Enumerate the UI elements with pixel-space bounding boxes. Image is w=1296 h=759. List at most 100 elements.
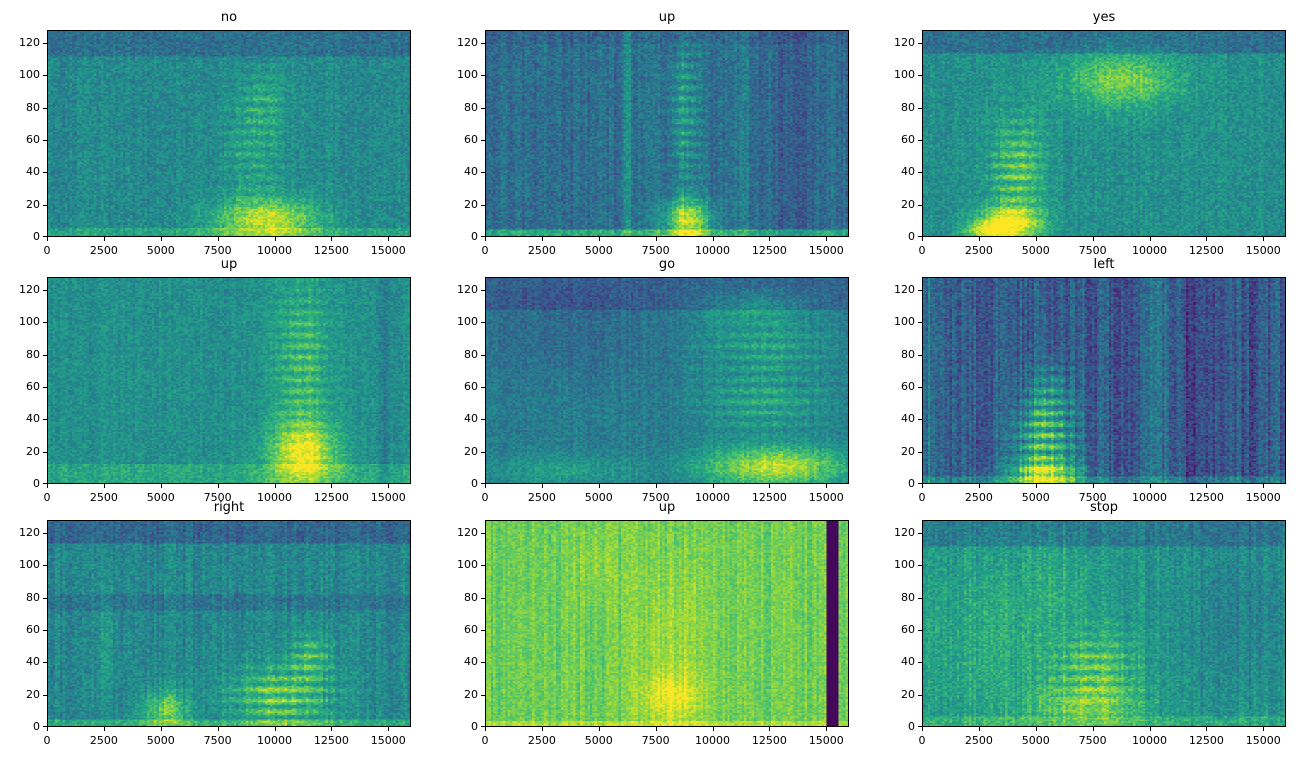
x-tick-mark <box>1149 484 1151 488</box>
y-tick-mark <box>43 629 47 631</box>
x-tick-mark <box>978 484 980 488</box>
x-tick-mark <box>274 727 276 731</box>
y-axis-tick-label: 20 <box>901 444 915 458</box>
x-tick-mark <box>922 727 923 731</box>
y-axis-tick-label: 20 <box>26 687 40 701</box>
subplot-title: stop <box>1089 500 1119 515</box>
x-axis-tick-label: 15000 <box>370 491 406 504</box>
spectrogram-canvas <box>48 31 410 236</box>
x-tick-mark <box>1206 727 1208 731</box>
subplot-title: left <box>1093 257 1115 272</box>
x-axis-tick-label: 10000 <box>257 734 292 747</box>
y-tick-mark <box>481 107 485 109</box>
y-tick-mark <box>43 354 47 356</box>
y-axis-tick-label: 60 <box>901 132 915 146</box>
axes-frame <box>922 277 1286 484</box>
y-tick-mark <box>43 532 47 534</box>
x-tick-mark <box>712 484 714 488</box>
y-tick-mark <box>43 75 47 77</box>
subplot-title: yes <box>1092 10 1116 25</box>
x-axis-tick-label: 5000 <box>1021 244 1050 257</box>
y-axis-tick-label: 120 <box>19 282 40 296</box>
y-tick-mark <box>43 483 47 484</box>
y-tick-mark <box>918 694 922 696</box>
x-tick-mark <box>1092 727 1094 731</box>
x-tick-mark <box>331 484 333 488</box>
x-tick-mark <box>47 237 48 241</box>
x-tick-mark <box>485 484 486 488</box>
y-tick-mark <box>481 662 485 664</box>
x-axis-tick-label: 5000 <box>1021 491 1050 504</box>
y-tick-mark <box>481 322 485 324</box>
x-axis-tick-label: 2500 <box>89 491 118 504</box>
x-tick-mark <box>978 237 980 241</box>
x-axis-tick-label: 2500 <box>89 734 118 747</box>
x-axis-tick-label: 0 <box>481 734 489 747</box>
spectrogram-canvas <box>923 521 1285 726</box>
subplot-3-up: up 0 2500 5000 7500 10000 12500 15000 0 20 40 60 80 1… <box>19 257 411 504</box>
y-axis-tick-label: 80 <box>464 347 478 361</box>
y-tick-mark <box>918 42 922 44</box>
subplot-title: up <box>658 500 676 515</box>
x-axis-tick-label: 7500 <box>203 734 232 747</box>
y-tick-mark <box>43 386 47 388</box>
x-tick-mark <box>769 727 771 731</box>
y-tick-mark <box>918 565 922 567</box>
y-tick-mark <box>43 419 47 421</box>
y-tick-mark <box>43 451 47 453</box>
y-tick-mark <box>481 42 485 44</box>
axes-frame <box>922 520 1286 727</box>
x-axis-tick-label: 15000 <box>1245 491 1281 504</box>
x-axis-tick-label: 2500 <box>964 734 993 747</box>
y-axis-tick-label: 0 <box>33 230 40 243</box>
y-axis-tick-label: 80 <box>901 100 915 114</box>
x-tick-mark <box>655 727 657 731</box>
subplot-2-yes: yes 0 2500 5000 7500 10000 12500 15000 0 20 40 60 80… <box>894 10 1286 257</box>
x-axis-tick-label: 15000 <box>808 244 844 257</box>
x-tick-mark <box>826 484 828 488</box>
x-tick-mark <box>1092 237 1094 241</box>
x-axis-tick-label: 0 <box>481 244 489 257</box>
x-axis-tick-label: 7500 <box>641 491 670 504</box>
x-axis-tick-label: 10000 <box>695 491 730 504</box>
x-tick-mark <box>388 484 390 488</box>
subplot-title: no <box>220 10 238 25</box>
y-tick-mark <box>481 451 485 453</box>
y-tick-mark <box>918 139 922 141</box>
x-tick-mark <box>103 484 105 488</box>
subplot-title: up <box>220 257 238 272</box>
y-tick-mark <box>918 726 922 727</box>
y-tick-mark <box>918 289 922 291</box>
x-tick-mark <box>274 484 276 488</box>
y-axis-tick-label: 20 <box>26 197 40 211</box>
x-tick-mark <box>598 237 600 241</box>
x-tick-mark <box>1263 237 1265 241</box>
y-axis-tick-label: 0 <box>33 720 40 733</box>
y-tick-mark <box>43 172 47 174</box>
x-tick-mark <box>1149 237 1151 241</box>
y-axis-tick-label: 120 <box>457 282 478 296</box>
axes-frame <box>47 520 411 727</box>
x-axis-tick-label: 5000 <box>1021 734 1050 747</box>
y-axis-tick-label: 100 <box>457 558 478 572</box>
spectrogram-canvas <box>48 278 410 483</box>
x-axis-tick-label: 12500 <box>751 491 787 504</box>
x-axis-tick-label: 12500 <box>1188 734 1224 747</box>
x-tick-mark <box>1092 484 1094 488</box>
y-axis-tick-label: 80 <box>464 590 478 604</box>
x-axis-tick-label: 15000 <box>808 734 844 747</box>
y-tick-mark <box>481 75 485 77</box>
x-axis-tick-label: 15000 <box>1245 734 1281 747</box>
y-axis-tick-label: 0 <box>908 230 915 243</box>
x-tick-mark <box>103 727 105 731</box>
y-tick-mark <box>43 322 47 324</box>
x-tick-mark <box>485 237 486 241</box>
y-axis-tick-label: 120 <box>894 525 915 539</box>
y-tick-mark <box>43 694 47 696</box>
y-tick-mark <box>481 694 485 696</box>
axes-frame <box>485 277 849 484</box>
x-tick-mark <box>1035 237 1037 241</box>
x-axis-tick-label: 0 <box>43 244 51 257</box>
x-axis-tick-label: 10000 <box>1132 734 1167 747</box>
x-tick-mark <box>826 237 828 241</box>
